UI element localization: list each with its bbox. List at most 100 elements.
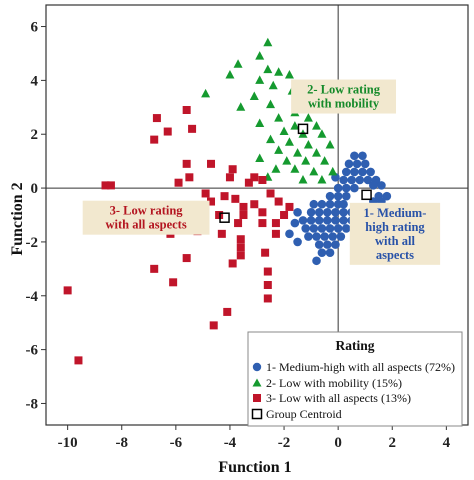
series2-point [293,148,303,157]
series2-point [317,129,327,138]
y-tick-label: -6 [26,343,39,359]
series1-point [312,232,321,241]
series1-point [339,216,348,225]
series2-point [290,121,300,130]
legend-triangle-icon [252,378,262,387]
series3-point [244,178,253,187]
series1-point [285,229,294,239]
x-tick-label: 2 [389,435,397,451]
legend-centroid-icon [251,408,263,420]
y-tick-label: -2 [26,235,39,251]
annotation-box [82,200,210,235]
series2-point [312,148,322,157]
series2-point [266,134,276,144]
series3-point [263,267,272,276]
series1-point [309,199,319,209]
series3-point [74,356,83,365]
legend-title: Rating [335,338,374,353]
series2-point [263,64,273,74]
series2-point [284,70,294,79]
legend-label-series3: 3- Low with all aspects (13%) [266,391,411,405]
series3-point [228,165,237,174]
legend-square-icon [253,394,261,402]
series3-point [285,202,294,211]
series2-point [301,156,311,165]
series1-point [314,240,324,249]
series3-point [263,294,272,303]
series3-point [207,197,216,206]
series3-point [150,264,159,273]
series3-point [258,176,267,184]
series1-point [363,175,373,185]
series1-point [306,216,316,225]
series3-point [228,259,237,268]
series1-point [325,191,335,201]
series1-point [306,208,316,217]
series3-point [250,173,259,182]
series2-point [282,156,292,165]
y-tick-label: -8 [26,396,39,412]
series1-point [314,216,324,225]
series3-point [217,229,226,238]
series1-point [360,159,370,169]
series3-point [261,248,270,257]
series1-point [312,256,321,266]
series1-point [301,224,310,233]
series3-point [236,251,245,260]
series1-point [293,237,302,247]
annotation-label: high rating [365,220,425,234]
y-tick-label: 0 [31,181,39,197]
series1-point [323,240,332,249]
series3-point [266,189,275,198]
series2-point [255,153,265,162]
series1-point [331,208,340,217]
series3-point [236,235,245,244]
series3-point [239,202,248,211]
series2-point [268,80,278,90]
annotation-label: with mobility [308,97,380,111]
series1-point [317,248,327,257]
series1-point [355,175,365,185]
series3-point [271,229,280,238]
y-tick-label: 4 [31,73,39,89]
series1-point [314,208,324,217]
y-tick-label: -4 [26,289,39,305]
series3-point [63,286,72,295]
series1-point [341,191,351,201]
series3-point [258,219,267,228]
series3-point [225,173,234,182]
y-tick-label: 2 [31,127,39,143]
series3-point [182,254,191,263]
series3-point [152,114,161,123]
series2-point [309,166,319,176]
legend-label-centroid: Group Centroid [266,407,342,421]
series3-point [234,219,243,228]
y-tick-label: 6 [31,20,39,36]
series3-point [106,181,115,190]
series1-point [339,199,348,209]
x-tick-label: -8 [115,435,128,451]
annotation-label: 2- Low rating [307,83,381,97]
series2-point [255,118,265,127]
series1-point [377,181,386,190]
x-tick-label: -6 [170,435,183,451]
series2-point [236,102,246,111]
axis-ticks: -10 -8 -6 -4 -2 0 2 4 -8 -6 -4 -2 0 2 4 6 [26,20,451,451]
series1-point [325,199,335,209]
series1-point [323,208,332,217]
series1-point [323,216,332,225]
series2-point [249,91,259,101]
x-tick-label: 4 [443,435,451,451]
series1-point [369,181,378,190]
series1-point [341,167,351,177]
series2-point [266,99,276,109]
series1-point [304,232,313,241]
series2-point [298,175,308,184]
series1-point [317,224,327,233]
series1-point [339,208,348,217]
series2-point [255,51,265,60]
series1-point [333,224,343,233]
series1-point [290,218,300,228]
